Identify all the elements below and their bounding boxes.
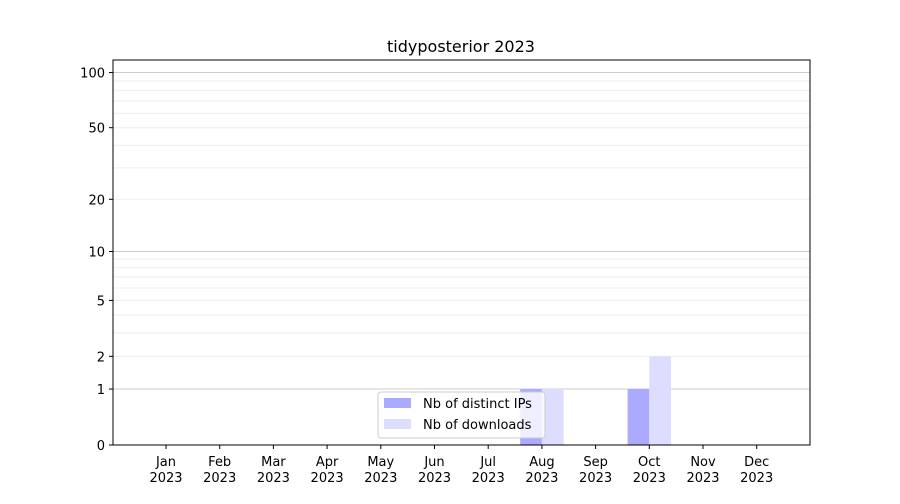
- y-tick-label: 5: [97, 294, 105, 309]
- x-tick-label: Nov 2023: [686, 455, 719, 486]
- y-tick-label: 2: [97, 350, 105, 365]
- legend-label: Nb of downloads: [423, 418, 532, 433]
- y-tick-label: 50: [88, 122, 105, 137]
- x-tick-label: Apr 2023: [311, 455, 344, 486]
- x-axis: Jan 2023 Feb 2023 Mar 2023 Apr 2023 May 2023 Jun 20…: [149, 445, 773, 486]
- x-tick-label: Dec 2023: [740, 455, 773, 486]
- y-tick-label: 1: [97, 383, 105, 398]
- y-axis: 0 1 2 5 10 20 50 100: [80, 67, 113, 454]
- y-tick-label: 10: [88, 245, 105, 260]
- x-tick-label: Jun 2023: [418, 455, 451, 486]
- y-tick-label: 20: [88, 193, 105, 208]
- legend: Nb of distinct IPs Nb of downloads: [377, 391, 546, 439]
- plot-frame: [112, 59, 811, 446]
- y-tick-label: 100: [80, 67, 105, 82]
- grid: [113, 72, 810, 390]
- legend-box: [377, 391, 546, 439]
- x-tick-label: Oct 2023: [633, 455, 666, 486]
- x-tick-label: Feb 2023: [203, 455, 236, 486]
- x-tick-label: Aug 2023: [525, 455, 558, 486]
- legend-swatch: [384, 419, 411, 429]
- x-tick-label: Mar 2023: [257, 455, 290, 486]
- bar-downloads: [541, 389, 564, 445]
- x-tick-label: Jan 2023: [149, 455, 182, 486]
- y-tick-label: 0: [97, 439, 105, 454]
- x-tick-label: May 2023: [364, 455, 397, 486]
- x-tick-label: Sep 2023: [579, 455, 612, 486]
- bar-distinct-ips: [627, 389, 650, 445]
- chart-title: tidyposterior 2023: [387, 37, 535, 56]
- legend-swatch: [384, 398, 411, 408]
- legend-label: Nb of distinct IPs: [423, 397, 532, 412]
- x-tick-label: Jul 2023: [472, 455, 505, 486]
- bar-downloads: [649, 356, 671, 445]
